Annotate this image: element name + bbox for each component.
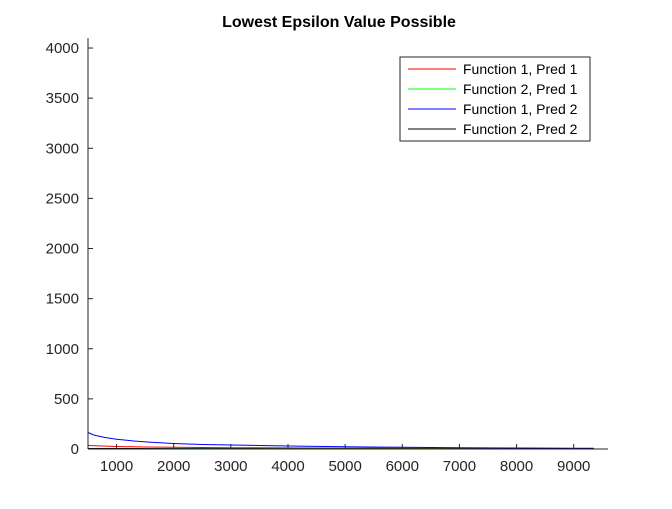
x-tick-label: 8000 bbox=[500, 458, 533, 475]
legend: Function 1, Pred 1 Function 2, Pred 1 Func… bbox=[400, 57, 590, 141]
x-tick-label: 6000 bbox=[386, 458, 419, 475]
legend-label-4: Function 2, Pred 2 bbox=[463, 121, 578, 137]
legend-label-3: Function 1, Pred 2 bbox=[463, 101, 578, 117]
x-tick-label: 1000 bbox=[100, 458, 133, 475]
x-tick-label: 9000 bbox=[557, 458, 590, 475]
y-tick-label: 2500 bbox=[46, 190, 79, 207]
y-tick-label: 1500 bbox=[46, 291, 79, 308]
x-tick-label: 2000 bbox=[157, 458, 190, 475]
legend-label-1: Function 1, Pred 1 bbox=[463, 61, 578, 77]
y-tick-label: 0 bbox=[71, 441, 79, 458]
y-tick-label: 4000 bbox=[46, 40, 79, 57]
x-tick-label: 7000 bbox=[443, 458, 476, 475]
y-tick-label: 3000 bbox=[46, 140, 79, 157]
y-tick-label: 1000 bbox=[46, 341, 79, 358]
x-tick-label: 5000 bbox=[328, 458, 361, 475]
chart-title: Lowest Epsilon Value Possible bbox=[222, 14, 456, 31]
x-tick-label: 3000 bbox=[214, 458, 247, 475]
y-tick-label: 2000 bbox=[46, 241, 79, 258]
y-tick-label: 500 bbox=[54, 391, 79, 408]
x-tick-label: 4000 bbox=[271, 458, 304, 475]
y-tick-label: 3500 bbox=[46, 90, 79, 107]
legend-label-2: Function 2, Pred 1 bbox=[463, 81, 578, 97]
